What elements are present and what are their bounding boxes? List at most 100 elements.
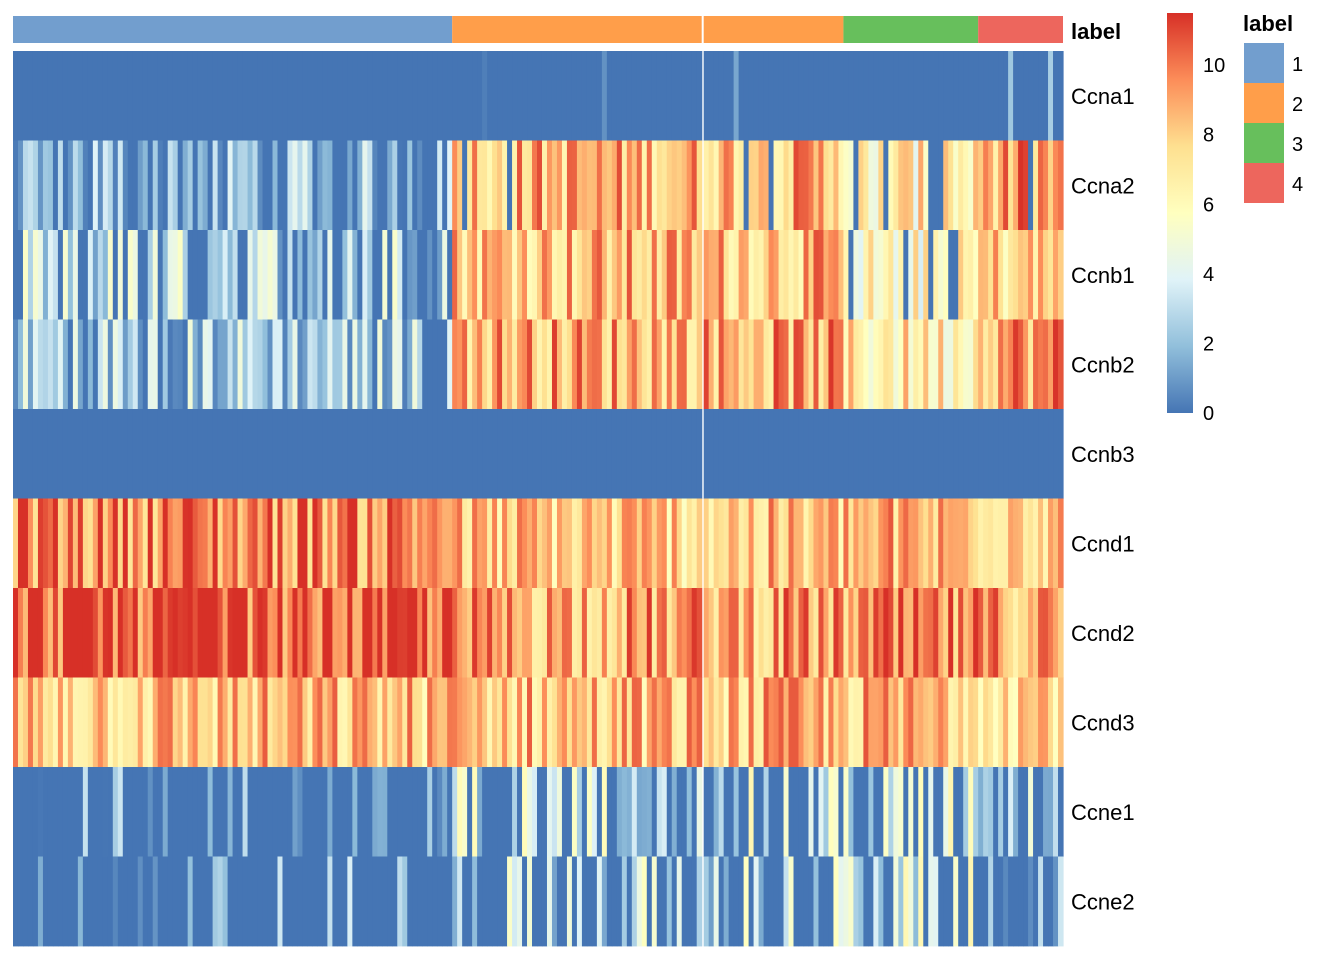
heatmap-cell: [596, 588, 603, 678]
heatmap-cell: [272, 677, 279, 768]
heatmap-cell: [422, 51, 428, 141]
heatmap-cell: [738, 319, 745, 410]
heatmap-cell: [112, 409, 119, 499]
heatmap-cell: [422, 230, 428, 320]
heatmap-cell: [417, 588, 423, 678]
heatmap-cell: [387, 677, 393, 768]
heatmap-cell: [172, 498, 179, 589]
heatmap-cell: [1023, 51, 1029, 141]
heatmap-cell: [127, 498, 134, 589]
heatmap-cell: [197, 767, 204, 857]
heatmap-cell: [561, 409, 568, 499]
heatmap-cell: [512, 856, 518, 947]
heatmap-cell: [242, 767, 249, 857]
heatmap-cell: [472, 319, 478, 410]
heatmap-cell: [998, 588, 1004, 678]
heatmap-cell: [442, 588, 448, 678]
heatmap-cell: [858, 409, 864, 499]
heatmap-cell: [382, 767, 388, 857]
heatmap-cell: [13, 140, 19, 231]
heatmap-cell: [32, 319, 39, 410]
heatmap-cell: [1033, 230, 1039, 320]
heatmap-cell: [182, 677, 189, 768]
heatmap-cell: [192, 767, 199, 857]
heatmap-cell: [147, 51, 154, 141]
heatmap-cell: [492, 588, 498, 678]
heatmap-cell: [92, 588, 99, 678]
heatmap-cell: [778, 230, 785, 320]
heatmap-cell: [606, 588, 613, 678]
heatmap-cell: [417, 498, 423, 589]
heatmap-cell: [703, 588, 710, 678]
heatmap-cell: [1048, 230, 1054, 320]
heatmap-cell: [137, 498, 144, 589]
heatmap-cell: [681, 409, 688, 499]
heatmap-cell: [452, 588, 458, 678]
heatmap-cell: [37, 856, 44, 947]
heatmap-cell: [477, 498, 483, 589]
heatmap-cell: [933, 319, 939, 410]
heatmap-cell: [222, 409, 229, 499]
heatmap-cell: [457, 140, 463, 231]
heatmap-cell: [62, 409, 69, 499]
heatmap-cell: [482, 51, 488, 141]
heatmap-cell: [768, 51, 775, 141]
heatmap-cell: [22, 51, 29, 141]
heatmap-cell: [467, 767, 473, 857]
heatmap-cell: [798, 856, 805, 947]
heatmap-cell: [768, 498, 775, 589]
heatmap-cell: [437, 767, 443, 857]
heatmap-cell: [828, 856, 835, 947]
heatmap-cell: [337, 677, 343, 768]
heatmap-cell: [621, 677, 628, 768]
heatmap-cell: [17, 140, 24, 231]
heatmap-cell: [611, 677, 618, 768]
heatmap-cell: [898, 230, 904, 320]
heatmap-cell: [718, 140, 725, 231]
heatmap-cell: [993, 677, 999, 768]
heatmap-cell: [242, 319, 249, 410]
heatmap-cell: [172, 140, 179, 231]
heatmap-cell: [277, 140, 284, 231]
heatmap-cell: [1003, 140, 1009, 231]
heatmap-cell: [676, 856, 683, 947]
heatmap-cell: [1018, 409, 1024, 499]
heatmap-cell: [72, 140, 79, 231]
heatmap-cell: [858, 588, 864, 678]
heatmap-cell: [462, 409, 468, 499]
heatmap-cell: [596, 767, 603, 857]
heatmap-cell: [878, 409, 884, 499]
heatmap-cell: [763, 767, 770, 857]
heatmap-cell: [813, 140, 820, 231]
heatmap-cell: [137, 319, 144, 410]
heatmap-cell: [656, 140, 663, 231]
heatmap-cell: [197, 677, 204, 768]
heatmap-cell: [703, 140, 710, 231]
heatmap-cell: [362, 677, 368, 768]
colorbar-tick-label: 8: [1203, 125, 1214, 147]
heatmap-cell: [863, 319, 869, 410]
heatmap-cell: [713, 51, 720, 141]
heatmap-cell: [853, 51, 859, 141]
heatmap-cell: [601, 230, 608, 320]
heatmap-cell: [427, 319, 433, 410]
heatmap-cell: [773, 140, 780, 231]
heatmap-cell: [626, 767, 633, 857]
heatmap-cell: [646, 856, 653, 947]
heatmap-cell: [1028, 140, 1034, 231]
heatmap-cell: [1038, 409, 1044, 499]
heatmap-cell: [487, 588, 493, 678]
heatmap-cell: [783, 498, 790, 589]
heatmap-cell: [953, 230, 959, 320]
heatmap-cell: [107, 319, 114, 410]
heatmap-cell: [262, 677, 269, 768]
heatmap-cell: [636, 856, 643, 947]
heatmap-row-Ccna2: [13, 140, 1064, 231]
heatmap-cell: [958, 677, 964, 768]
heatmap-cell: [487, 51, 493, 141]
heatmap-cell: [878, 140, 884, 231]
heatmap-cell: [182, 498, 189, 589]
heatmap-cell: [272, 856, 279, 947]
heatmap-cell: [978, 767, 984, 857]
heatmap-cell: [696, 767, 703, 857]
